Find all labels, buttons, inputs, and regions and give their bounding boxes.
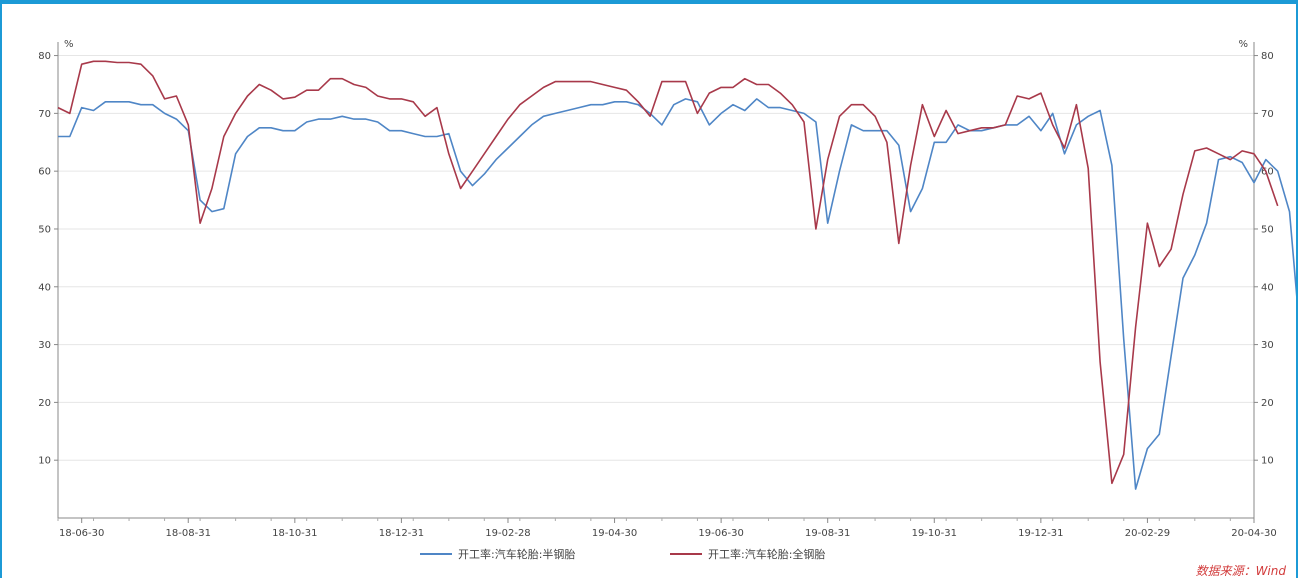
x-tick-label: 19-02-28 [485, 528, 530, 539]
gridlines [58, 55, 1254, 461]
y-tick-label-right: 50 [1261, 224, 1274, 235]
y-tick-label-right: 80 [1261, 51, 1274, 62]
series-lines [57, 60, 1296, 490]
y-tick-label-left: 40 [38, 282, 51, 293]
legend-label-series-0: 开工率:汽车轮胎:半钢胎 [458, 547, 575, 561]
left-axis-unit: % [64, 39, 74, 50]
right-axis-unit: % [1238, 39, 1248, 50]
x-tick-label: 20-02-29 [1125, 528, 1170, 539]
axes: % % [57, 39, 1255, 519]
x-tick-label: 18-08-31 [166, 528, 211, 539]
y-tick-label-right: 60 [1261, 167, 1274, 178]
x-tick-label: 19-08-31 [805, 528, 850, 539]
x-tick-label: 19-06-30 [698, 528, 743, 539]
legend: 开工率:汽车轮胎:半钢胎 开工率:汽车轮胎:全钢胎 [420, 547, 825, 561]
series-line-1 [57, 60, 1279, 485]
x-tick-label: 18-10-31 [272, 528, 317, 539]
tick-labels: 10 10 20 20 30 30 40 40 50 50 60 60 70 70 80 80 18-06-30… [38, 51, 1276, 539]
y-tick-label-left: 30 [38, 340, 51, 351]
y-tick-label-left: 10 [38, 456, 51, 467]
y-tick-label-left: 80 [38, 51, 51, 62]
y-tick-label-right: 20 [1261, 398, 1274, 409]
series-line-0 [58, 98, 1296, 490]
line-chart: % % 10 10 20 20 30 30 40 40 50 50 60 60 70 70 80 80 18-0… [38, 39, 1296, 578]
x-tick-label: 20-04-30 [1231, 528, 1276, 539]
y-tick-label-left: 60 [38, 167, 51, 178]
x-tick-label: 18-12-31 [379, 528, 424, 539]
data-source-label: 数据来源：Wind [1196, 564, 1287, 578]
y-tick-label-right: 30 [1261, 340, 1274, 351]
y-tick-label-right: 10 [1261, 456, 1274, 467]
legend-label-series-1: 开工率:汽车轮胎:全钢胎 [708, 547, 825, 561]
y-tick-label-right: 40 [1261, 282, 1274, 293]
x-tick-label: 19-12-31 [1018, 528, 1063, 539]
y-tick-label-left: 70 [38, 109, 51, 120]
y-tick-label-left: 20 [38, 398, 51, 409]
x-tick-label: 19-04-30 [592, 528, 637, 539]
y-tick-label-left: 50 [38, 224, 51, 235]
x-tick-label: 19-10-31 [912, 528, 957, 539]
y-tick-label-right: 70 [1261, 109, 1274, 120]
x-tick-label: 18-06-30 [59, 528, 104, 539]
